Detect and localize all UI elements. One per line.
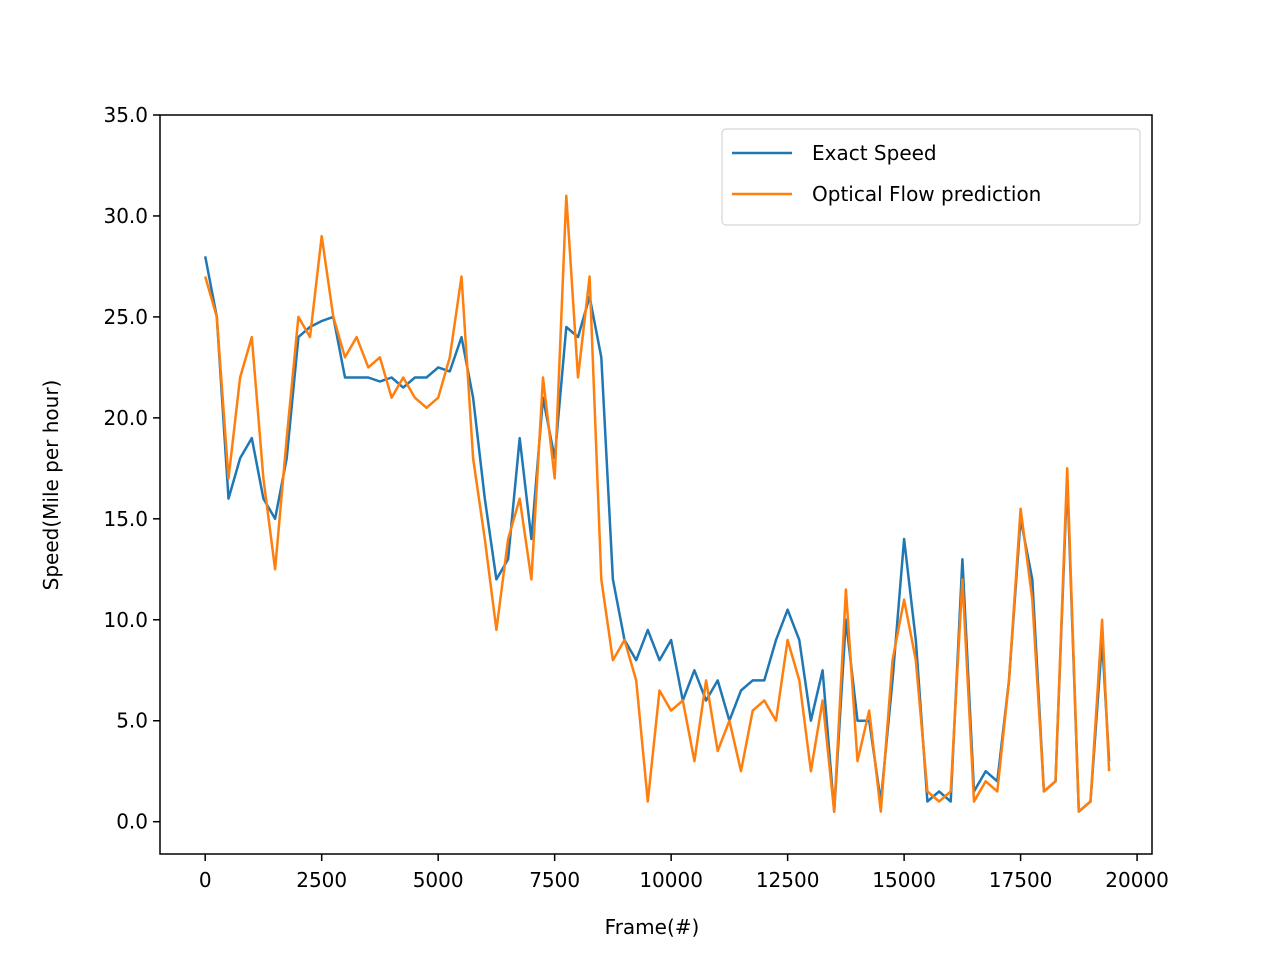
- x-tick-label: 10000: [639, 868, 703, 892]
- series-line: [203, 194, 1111, 813]
- y-tick-label: 15.0: [103, 507, 148, 531]
- x-tick-label: 2500: [296, 868, 347, 892]
- y-tick-label: 5.0: [116, 709, 148, 733]
- series-line: [203, 256, 1111, 813]
- legend: Exact Speed Optical Flow prediction: [721, 128, 1141, 226]
- y-axis-label: Speed(Mile per hour): [39, 380, 63, 591]
- plot-frame: [159, 114, 1153, 855]
- x-tick-label: 5000: [413, 868, 464, 892]
- x-tick-label: 7500: [529, 868, 580, 892]
- y-tick-label: 20.0: [103, 406, 148, 430]
- y-tick-label: 25.0: [103, 305, 148, 329]
- legend-label: Optical Flow prediction: [812, 182, 1041, 206]
- y-tick-label: 30.0: [103, 204, 148, 228]
- x-tick-label: 15000: [872, 868, 936, 892]
- x-tick-label: 17500: [989, 868, 1053, 892]
- legend-box: [721, 128, 1141, 226]
- x-tick-label: 0: [199, 868, 212, 892]
- x-axis-label: Frame(#): [605, 915, 700, 939]
- y-tick-label: 35.0: [103, 103, 148, 127]
- x-tick-label: 20000: [1105, 868, 1169, 892]
- x-tick-label: 12500: [756, 868, 820, 892]
- y-tick-label: 0.0: [116, 810, 148, 834]
- y-tick-label: 10.0: [103, 608, 148, 632]
- legend-label: Exact Speed: [812, 141, 937, 165]
